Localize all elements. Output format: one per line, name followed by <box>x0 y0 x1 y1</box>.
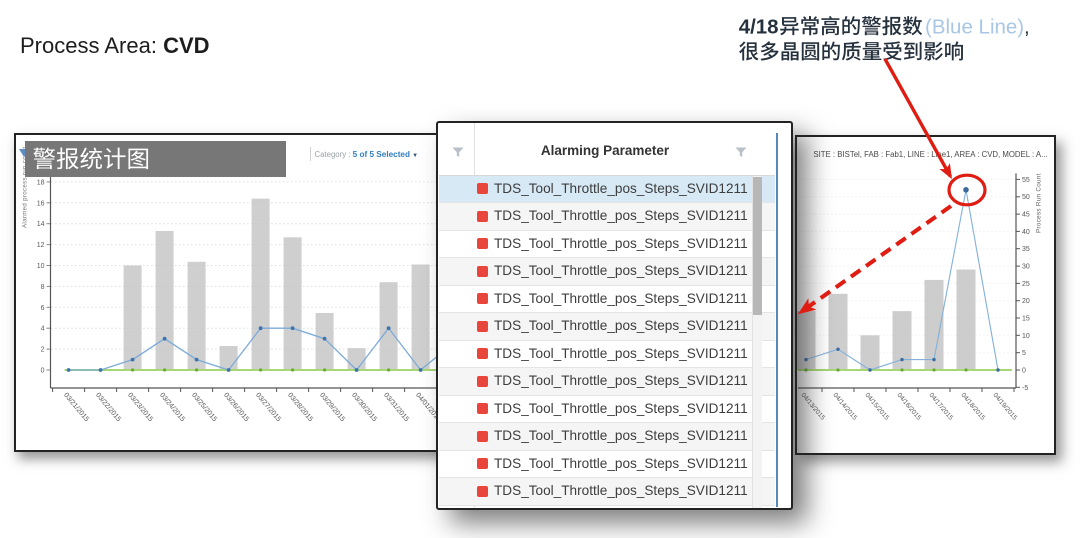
svg-text:50: 50 <box>1022 194 1030 201</box>
svg-text:16: 16 <box>37 200 45 207</box>
svg-text:12: 12 <box>37 242 45 249</box>
svg-text:Alarmed process run count: Alarmed process run count <box>22 147 29 228</box>
svg-text:20: 20 <box>1022 298 1030 305</box>
svg-text:4/18: 4/18 <box>739 16 779 39</box>
svg-text:2: 2 <box>41 347 45 354</box>
svg-text:10: 10 <box>37 263 45 270</box>
svg-text:18: 18 <box>37 179 45 186</box>
svg-text:4: 4 <box>41 326 45 333</box>
svg-text:0: 0 <box>1022 368 1026 375</box>
svg-text:55: 55 <box>1022 177 1030 184</box>
svg-text:10: 10 <box>1022 333 1030 340</box>
svg-text:-5: -5 <box>1022 385 1028 392</box>
svg-text:0: 0 <box>41 368 45 375</box>
svg-text:45: 45 <box>1022 212 1030 219</box>
svg-text:30: 30 <box>1022 264 1030 271</box>
svg-text:25: 25 <box>1022 281 1030 288</box>
svg-text:35: 35 <box>1022 246 1030 253</box>
svg-text:,: , <box>1024 16 1030 39</box>
svg-text:15: 15 <box>1022 316 1030 323</box>
svg-text:14: 14 <box>37 221 45 228</box>
svg-text:8: 8 <box>41 284 45 291</box>
svg-text:Process Run Count: Process Run Count <box>1036 173 1043 233</box>
svg-text:(Blue Line): (Blue Line) <box>925 16 1024 39</box>
svg-text:5: 5 <box>1022 350 1026 357</box>
svg-text:6: 6 <box>41 305 45 312</box>
svg-text:40: 40 <box>1022 229 1030 236</box>
